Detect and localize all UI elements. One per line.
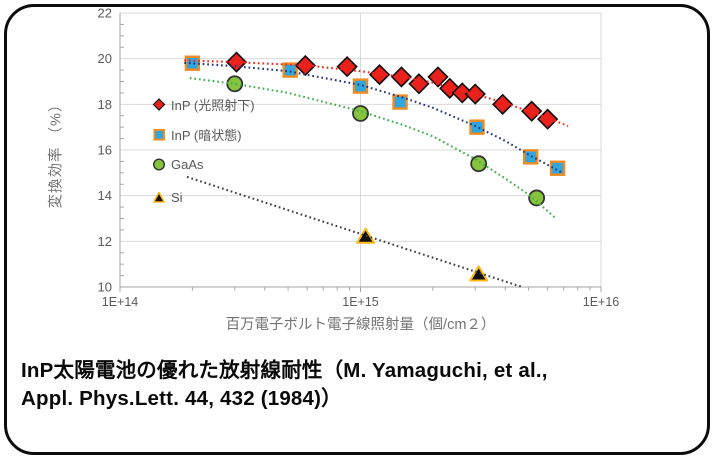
y-tick-label: 18 [98,97,112,112]
circle-legend-icon [152,158,166,171]
triangle-marker [356,227,376,244]
x-tick-label: 1E+15 [342,295,379,309]
diamond-marker [464,83,486,105]
square-marker [184,55,201,71]
square-marker [352,78,369,94]
diamond-marker [492,93,514,115]
diamond-marker [439,77,461,99]
diamond-marker [390,66,413,88]
y-tick-label: 12 [98,234,112,249]
diamond-marker [368,64,391,86]
figure-caption: InP太陽電池の優れた放射線耐性（M. Yamaguchi, et al., A… [21,357,548,413]
y-tick-label: 22 [98,6,112,21]
y-tick-label: 14 [98,188,112,203]
circle-marker [528,189,546,207]
circle-marker [226,75,244,93]
trend-line [184,59,569,127]
square-marker [469,119,485,135]
square-marker [522,149,539,165]
diamond-legend-icon [152,98,166,111]
caption-line-2: Appl. Phys.Lett. 44, 432 (1984)） [21,387,342,410]
square-marker [549,160,566,176]
diamond-marker [521,100,543,122]
legend-label: GaAs [171,157,204,172]
trend-line [184,61,563,174]
legend-item-square: InP (暗状態) [151,126,242,143]
x-tick-label: 1E+16 [583,295,620,309]
x-axis-title: 百万電子ボルト電子線照射量（個/cm２） [225,317,496,333]
caption-line-1: InP太陽電池の優れた放射線耐性（M. Yamaguchi, et al., [21,359,548,382]
legend-label: Si [171,190,183,205]
x-tick-label: 1E+14 [102,295,139,309]
square-marker [282,62,298,78]
legend-item-circle: GaAs [151,156,204,173]
trend-line [189,77,557,220]
square-marker [392,94,408,110]
diamond-marker [537,108,559,130]
legend-label: InP (光照射下) [171,98,255,113]
diamond-marker [408,73,430,95]
diamond-marker [336,56,358,78]
y-axis-title: 変換効率 （%） [48,96,65,209]
y-tick-label: 16 [98,143,112,158]
legend-item-diamond: InP (光照射下) [151,96,255,113]
trend-line [186,175,523,288]
triangle-marker [469,265,489,282]
legend-label: InP (暗状態) [171,128,242,143]
y-tick-label: 20 [98,51,112,66]
y-tick-label: 10 [98,280,112,295]
square-legend-icon [153,129,165,141]
triangle-legend-icon [153,191,165,203]
legend-item-triangle: Si [151,189,183,206]
diamond-marker [451,82,473,104]
circle-marker [352,105,369,122]
